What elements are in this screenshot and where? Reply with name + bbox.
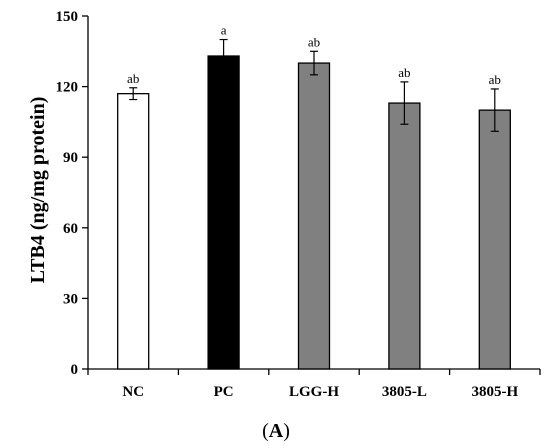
x-tick-label: LGG-H xyxy=(289,384,339,400)
axes: 0 30 60 90 120 150 xyxy=(56,9,541,378)
x-tick-label: PC xyxy=(214,384,234,400)
x-tick-label: 3805-L xyxy=(382,384,427,400)
panel-label-open: ( xyxy=(262,420,269,442)
x-tick-label: 3805-H xyxy=(471,384,518,400)
y-axis-title: LTB4 (ng/mg protein) xyxy=(27,97,49,284)
y-tick-label: 60 xyxy=(63,221,78,237)
y-tick-label: 150 xyxy=(56,9,79,25)
y-tick-label: 30 xyxy=(63,291,78,307)
bars: ab a ab ab ab xyxy=(117,23,511,370)
bar xyxy=(117,93,150,370)
y-tick-label: 90 xyxy=(63,150,78,166)
panel-label: (A) xyxy=(262,420,290,442)
y-tick-label: 0 xyxy=(71,362,79,378)
significance-label: a xyxy=(221,23,227,38)
significance-label: ab xyxy=(127,71,139,86)
bar xyxy=(388,102,421,370)
bar xyxy=(207,55,240,370)
bar xyxy=(297,62,331,370)
significance-label: ab xyxy=(308,34,320,49)
category-labels: NC PC LGG-H 3805-L 3805-H xyxy=(122,384,518,400)
x-tick-label: NC xyxy=(122,384,144,400)
y-tick-label: 120 xyxy=(56,80,79,96)
panel-label-letter: A xyxy=(269,420,284,442)
significance-label: ab xyxy=(398,65,410,80)
significance-label: ab xyxy=(489,72,501,87)
bar xyxy=(478,109,511,370)
panel-label-close: ) xyxy=(283,420,290,442)
